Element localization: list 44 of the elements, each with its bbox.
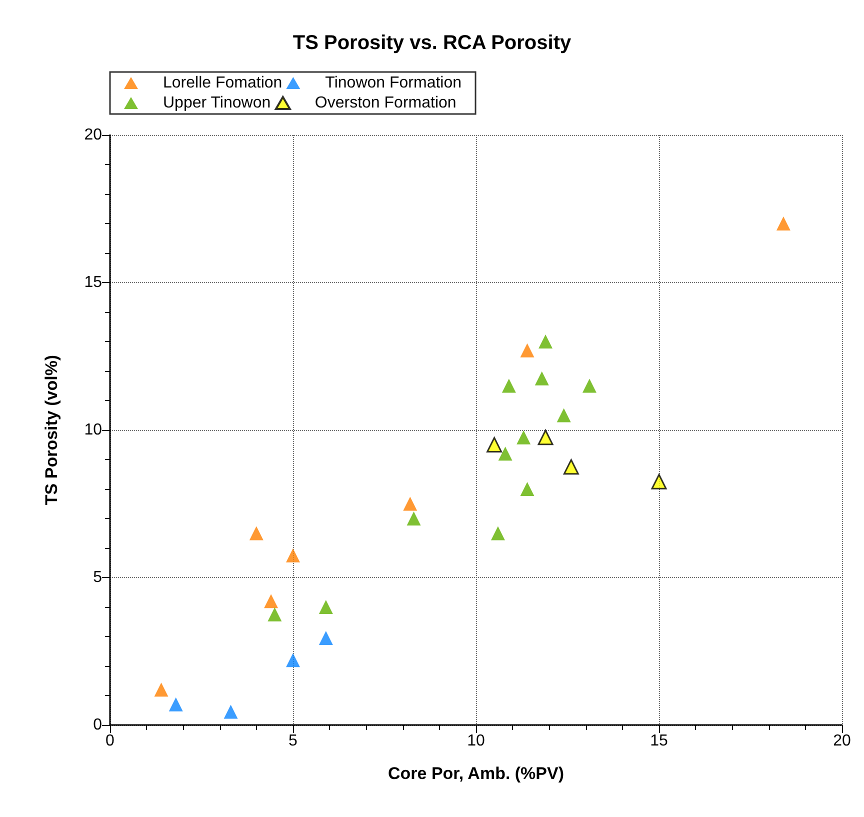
point [168, 697, 183, 712]
point [502, 378, 516, 393]
point [563, 459, 579, 475]
legend-label: Tinowon Formation [325, 74, 462, 92]
x-tick-label: 20 [833, 732, 851, 750]
point [264, 594, 278, 608]
point [556, 408, 571, 422]
point [534, 371, 549, 386]
point [286, 653, 300, 668]
y-tick-label: 10 [84, 422, 102, 438]
point [268, 607, 282, 622]
point [403, 496, 418, 511]
x-tick-label: 15 [650, 732, 668, 750]
y-tick-label: 15 [84, 274, 102, 291]
point [582, 378, 596, 393]
point [516, 430, 531, 444]
legend-label: Lorelle Fomation [163, 74, 282, 92]
y-tick-label: 20 [84, 126, 102, 144]
point [154, 682, 168, 697]
point [286, 548, 300, 562]
point [538, 430, 554, 446]
legend-label: Overston Formation [314, 94, 456, 112]
point [224, 704, 238, 719]
point [406, 512, 421, 526]
point [520, 343, 534, 358]
y-tick-label: 0 [93, 716, 102, 734]
point [538, 334, 553, 348]
point [318, 630, 333, 645]
point [249, 526, 264, 540]
point [776, 216, 790, 230]
x-tick-label: 0 [106, 732, 115, 750]
x-axis-title: Core Por, Amb. (%PV) [388, 764, 564, 783]
point [651, 474, 667, 490]
legend-label: Upper Tinowon [163, 94, 271, 112]
point [318, 600, 333, 614]
x-tick-label: 10 [467, 732, 485, 750]
chart-title: TS Porosity vs. RCA Porosity [292, 32, 572, 54]
point [490, 526, 505, 540]
point [498, 446, 512, 461]
point [486, 437, 502, 452]
y-tick-label: 5 [93, 569, 102, 586]
x-tick-label: 5 [288, 732, 298, 750]
y-axis-title: TS Porosity (vol%) [42, 354, 61, 506]
point [520, 482, 534, 496]
